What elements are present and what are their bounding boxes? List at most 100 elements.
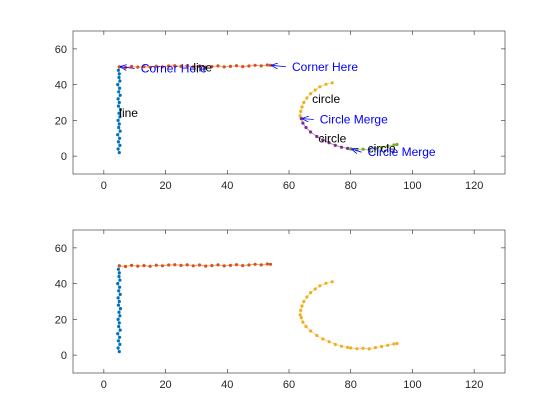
data-point: [349, 346, 353, 350]
annotation-arrow: [302, 119, 314, 120]
x-tick-label: 80: [345, 379, 357, 391]
annotation-label: circle: [312, 92, 340, 106]
x-tick-label: 100: [403, 180, 421, 192]
data-point: [118, 143, 122, 147]
data-point: [117, 75, 121, 80]
data-point: [309, 291, 313, 295]
x-tick-label: 20: [159, 180, 171, 192]
data-point: [117, 289, 121, 293]
data-point: [330, 81, 334, 85]
data-point: [247, 263, 251, 267]
data-point: [259, 64, 263, 68]
data-point: [117, 125, 121, 130]
data-point: [191, 65, 195, 69]
series-yellow: [298, 81, 334, 121]
data-point: [210, 264, 214, 268]
x-tick-label: 120: [465, 379, 483, 391]
data-point: [313, 88, 317, 92]
data-point: [228, 263, 232, 267]
data-point: [299, 109, 303, 113]
data-point: [318, 284, 322, 288]
data-point: [116, 140, 120, 144]
data-point: [116, 97, 120, 101]
annotation-label: circle: [368, 141, 396, 155]
data-point: [380, 145, 384, 150]
data-point: [117, 72, 121, 76]
data-point: [116, 68, 120, 72]
data-point: [118, 328, 122, 332]
data-point: [333, 342, 337, 346]
data-point: [185, 263, 189, 267]
data-point: [265, 262, 269, 266]
data-point: [118, 86, 122, 90]
data-point: [173, 263, 177, 267]
y-tick-label: 0: [61, 350, 67, 362]
data-point: [116, 133, 120, 137]
data-point: [117, 122, 121, 126]
data-point: [299, 316, 303, 320]
data-point: [315, 333, 319, 338]
data-point: [265, 63, 269, 67]
x-tick-label: 120: [465, 180, 483, 192]
data-point: [118, 93, 122, 97]
data-point: [116, 83, 120, 87]
annotation-label: Corner Here: [141, 62, 207, 76]
data-point: [216, 64, 220, 68]
series-purple: [299, 117, 353, 151]
data-point: [117, 274, 121, 279]
data-point: [167, 263, 171, 267]
annotation-label: circle: [318, 131, 346, 145]
data-point: [216, 263, 220, 267]
data-point: [373, 346, 377, 350]
x-tick-label: 0: [101, 180, 107, 192]
data-point: [361, 147, 365, 151]
data-point: [142, 264, 146, 268]
data-point: [367, 347, 371, 351]
y-tick-label: 0: [61, 151, 67, 163]
data-point: [392, 342, 396, 346]
data-point: [204, 264, 208, 268]
y-tick-label: 60: [55, 243, 67, 255]
data-point: [116, 303, 120, 307]
data-point: [305, 295, 309, 299]
data-point: [118, 335, 122, 339]
data-point: [315, 134, 319, 139]
data-point: [355, 347, 359, 351]
data-point: [117, 90, 121, 94]
data-point: [118, 136, 122, 140]
data-point: [117, 151, 121, 155]
data-point: [185, 64, 189, 68]
x-tick-label: 80: [345, 180, 357, 192]
data-point: [309, 329, 313, 333]
data-point: [123, 264, 128, 269]
annotation-label: Corner Here: [292, 60, 358, 74]
data-point: [118, 314, 122, 318]
data-point: [117, 324, 121, 329]
data-point: [154, 64, 158, 68]
data-point: [117, 264, 121, 268]
data-point: [118, 108, 123, 112]
data-point: [191, 264, 195, 268]
data-point: [116, 346, 120, 350]
data-point: [346, 345, 350, 349]
data-point: [118, 115, 122, 119]
annotation-arrow: [271, 65, 287, 66]
data-point: [253, 63, 257, 67]
data-point: [136, 264, 140, 268]
data-point: [117, 271, 121, 275]
annotation-label: line: [193, 61, 212, 75]
data-point: [268, 262, 273, 266]
data-point: [386, 343, 390, 347]
data-point: [241, 65, 245, 69]
data-point: [204, 65, 208, 69]
data-point: [395, 341, 399, 346]
data-point: [302, 299, 306, 304]
data-point: [318, 85, 322, 89]
data-point: [305, 96, 309, 100]
data-point: [234, 263, 239, 267]
data-point: [321, 138, 325, 142]
data-point: [339, 344, 344, 348]
data-point: [116, 282, 120, 286]
